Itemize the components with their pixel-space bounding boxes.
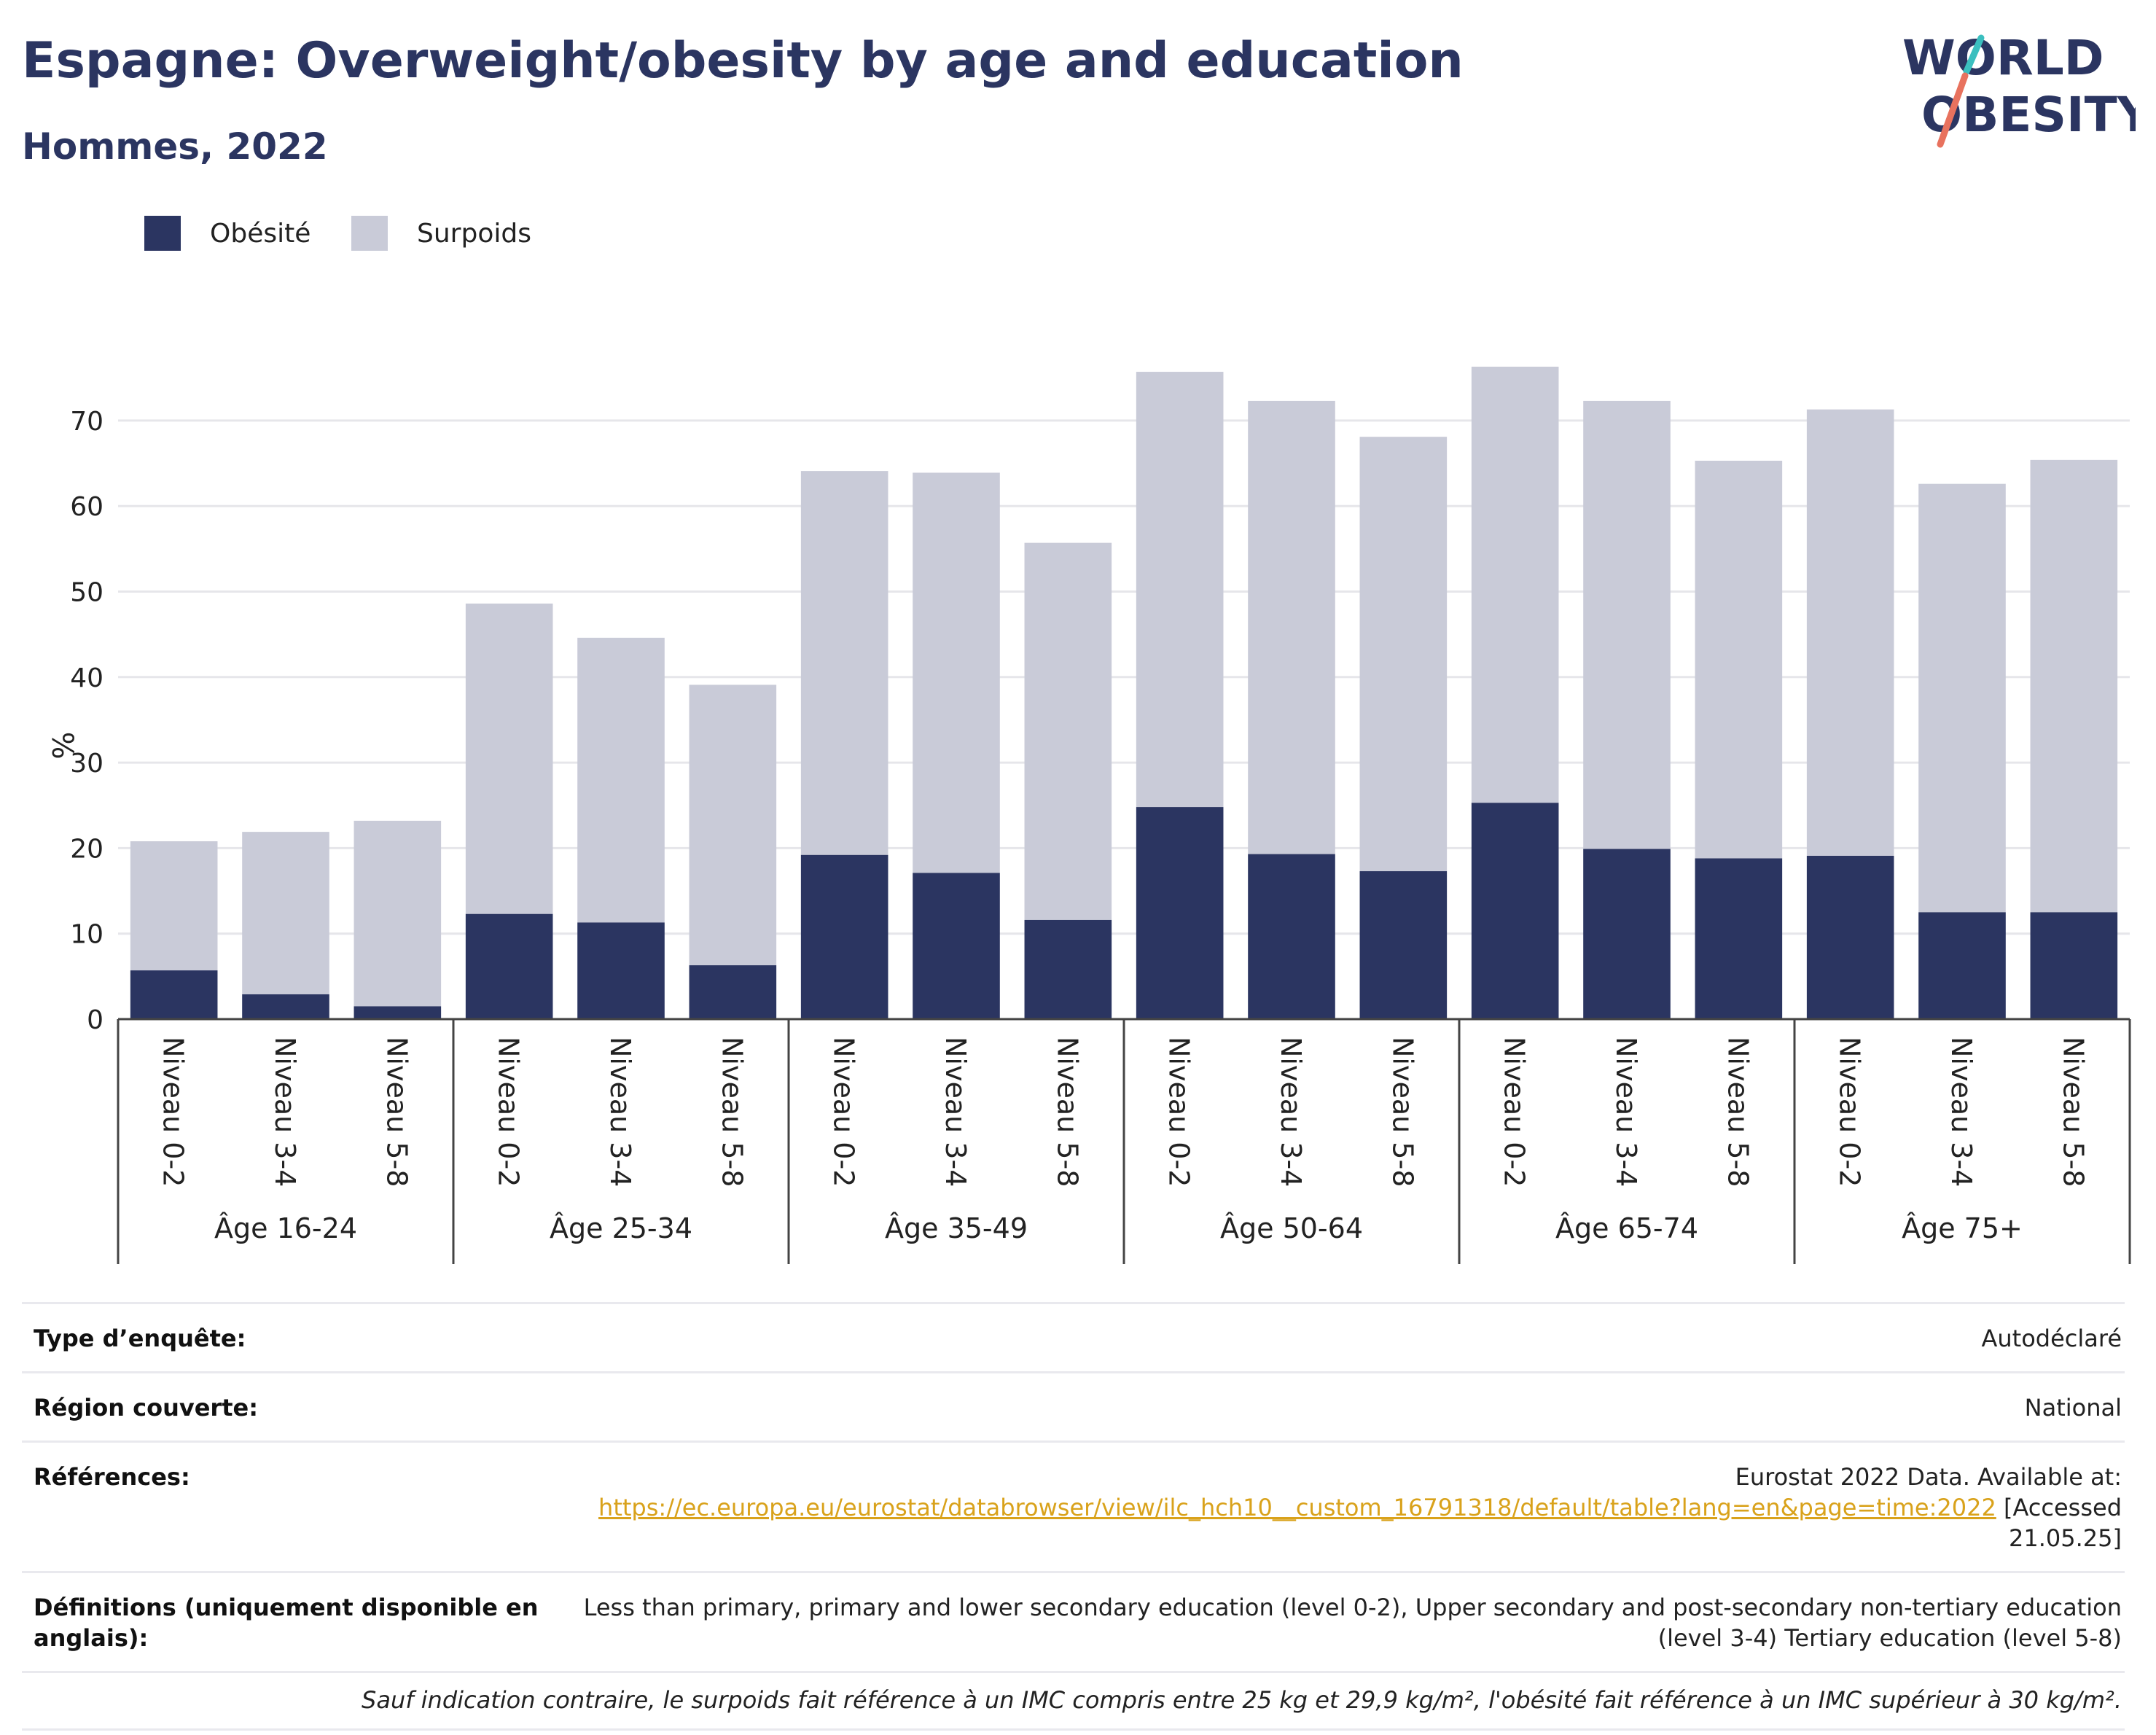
bar-chart: 0 10 20 30 40 50 60 70% Niveau 0-2 Niveau 3-4 Nive… bbox=[45, 367, 2131, 1264]
x-tick-label: Niveau 3-4 bbox=[269, 1037, 301, 1187]
legend-label-overweight: Surpoids bbox=[417, 218, 531, 249]
survey-type-value: Autodéclaré bbox=[1981, 1325, 2122, 1352]
x-tick-label: Niveau 5-8 bbox=[1051, 1037, 1083, 1187]
bar-obesity bbox=[2030, 912, 2118, 1019]
group-label: Âge 35-49 bbox=[885, 1212, 1028, 1244]
bar-overweight bbox=[800, 471, 888, 855]
y-tick-label: 70 bbox=[70, 407, 103, 437]
bar-overweight bbox=[689, 685, 777, 966]
references-label: Références: bbox=[34, 1463, 190, 1491]
bar-obesity bbox=[1918, 912, 2006, 1019]
y-axis-label: % bbox=[45, 732, 79, 760]
legend-swatch-overweight bbox=[351, 216, 388, 251]
bar-obesity bbox=[800, 854, 888, 1019]
bar-overweight bbox=[130, 841, 218, 971]
references-link[interactable]: https://ec.europa.eu/eurostat/databrowse… bbox=[598, 1494, 1996, 1521]
bar-obesity bbox=[130, 970, 218, 1019]
info-table: Type d’enquête: Autodéclaré Région couve… bbox=[22, 1302, 2125, 1731]
bar-overweight bbox=[1471, 367, 1559, 803]
bar-obesity bbox=[1806, 855, 1894, 1019]
group-label: Âge 75+ bbox=[1902, 1212, 2023, 1244]
bar-overweight bbox=[1583, 400, 1671, 849]
references-text: Eurostat 2022 Data. Available at: bbox=[1735, 1463, 2122, 1491]
x-tick-label: Niveau 0-2 bbox=[828, 1037, 860, 1187]
y-tick-label: 10 bbox=[70, 920, 103, 950]
world-obesity-logo: WORLD OBESITY bbox=[1902, 30, 2136, 148]
y-tick-label: 40 bbox=[70, 663, 103, 693]
bar-overweight bbox=[242, 832, 329, 994]
legend-item-obesity: Obésité bbox=[144, 216, 310, 251]
x-tick-label: Niveau 5-8 bbox=[716, 1037, 748, 1187]
bar-obesity bbox=[1695, 858, 1783, 1019]
legend-item-overweight: Surpoids bbox=[351, 216, 531, 251]
bar-overweight bbox=[1359, 437, 1448, 872]
bar-overweight bbox=[354, 820, 442, 1007]
y-tick-label: 0 bbox=[87, 1005, 103, 1035]
bar-obesity bbox=[1248, 854, 1335, 1019]
bar-obesity bbox=[465, 913, 553, 1019]
group-label: Âge 25-34 bbox=[550, 1212, 692, 1244]
group-label: Âge 65-74 bbox=[1555, 1212, 1698, 1244]
bar-overweight bbox=[1806, 409, 1894, 856]
definitions-label: Définitions (uniquement disponible en an… bbox=[34, 1594, 539, 1652]
bar-obesity bbox=[577, 922, 665, 1019]
x-tick-label: Niveau 3-4 bbox=[1275, 1037, 1307, 1187]
region-value: National bbox=[2024, 1394, 2122, 1422]
info-row-definitions: Définitions (uniquement disponible en an… bbox=[22, 1571, 2125, 1671]
x-tick-label: Niveau 3-4 bbox=[1610, 1037, 1642, 1187]
bar-obesity bbox=[1359, 871, 1448, 1019]
bar-overweight bbox=[1248, 400, 1335, 854]
x-tick-label: Niveau 0-2 bbox=[1163, 1037, 1195, 1187]
references-suffix: [Accessed 21.05.25] bbox=[2003, 1494, 2122, 1552]
bar-obesity bbox=[354, 1006, 442, 1019]
bar-overweight bbox=[1136, 372, 1224, 808]
group-label: Âge 50-64 bbox=[1220, 1212, 1363, 1244]
bar-overweight bbox=[1024, 542, 1112, 920]
info-row-survey-type: Type d’enquête: Autodéclaré bbox=[22, 1302, 2125, 1371]
y-tick-label: 30 bbox=[70, 749, 103, 779]
bar-obesity bbox=[913, 873, 1000, 1019]
bmi-footnote: Sauf indication contraire, le surpoids f… bbox=[22, 1671, 2125, 1731]
bar-overweight bbox=[1695, 461, 1783, 859]
x-tick-label: Niveau 0-2 bbox=[1499, 1037, 1531, 1187]
x-tick-label: Niveau 3-4 bbox=[604, 1037, 636, 1187]
bar-overweight bbox=[1918, 483, 2006, 913]
x-tick-label: Niveau 0-2 bbox=[1834, 1037, 1866, 1187]
bar-overweight bbox=[577, 637, 665, 923]
x-tick-label: Niveau 3-4 bbox=[940, 1037, 972, 1187]
bar-obesity bbox=[1583, 849, 1671, 1019]
region-label: Région couverte: bbox=[34, 1394, 258, 1422]
bar-obesity bbox=[689, 965, 777, 1019]
x-tick-label: Niveau 5-8 bbox=[380, 1037, 413, 1187]
info-row-references: Références: Eurostat 2022 Data. Availabl… bbox=[22, 1440, 2125, 1571]
bar-obesity bbox=[242, 994, 329, 1019]
bar-overweight bbox=[2030, 459, 2118, 913]
x-tick-label: Niveau 0-2 bbox=[493, 1037, 525, 1187]
legend-label-obesity: Obésité bbox=[210, 218, 311, 249]
x-tick-label: Niveau 0-2 bbox=[157, 1037, 190, 1187]
survey-type-label: Type d’enquête: bbox=[34, 1325, 246, 1352]
group-label: Âge 16-24 bbox=[214, 1212, 357, 1244]
references-value: Eurostat 2022 Data. Available at: https:… bbox=[587, 1462, 2125, 1553]
bar-obesity bbox=[1024, 919, 1112, 1019]
logo-slash-teal bbox=[1963, 34, 1985, 75]
bar-overweight bbox=[465, 603, 553, 914]
info-row-region: Région couverte: National bbox=[22, 1371, 2125, 1440]
legend-swatch-obesity bbox=[144, 216, 181, 251]
x-tick-label: Niveau 5-8 bbox=[1722, 1037, 1754, 1187]
y-tick-label: 60 bbox=[70, 492, 103, 522]
y-tick-label: 50 bbox=[70, 578, 103, 608]
logo-line1: WORLD bbox=[1902, 30, 2104, 86]
bar-obesity bbox=[1136, 807, 1224, 1019]
chart-subtitle: Hommes, 2022 bbox=[22, 125, 328, 168]
chart-title: Espagne: Overweight/obesity by age and e… bbox=[22, 32, 1464, 90]
bar-obesity bbox=[1471, 803, 1559, 1019]
definitions-value: Less than primary, primary and lower sec… bbox=[583, 1594, 2122, 1652]
x-tick-label: Niveau 3-4 bbox=[1945, 1037, 1977, 1187]
logo-slash-coral bbox=[1937, 72, 1969, 148]
y-tick-label: 20 bbox=[70, 834, 103, 864]
x-tick-label: Niveau 5-8 bbox=[1386, 1037, 1418, 1187]
bar-overweight bbox=[913, 472, 1000, 873]
x-tick-label: Niveau 5-8 bbox=[2057, 1037, 2089, 1187]
